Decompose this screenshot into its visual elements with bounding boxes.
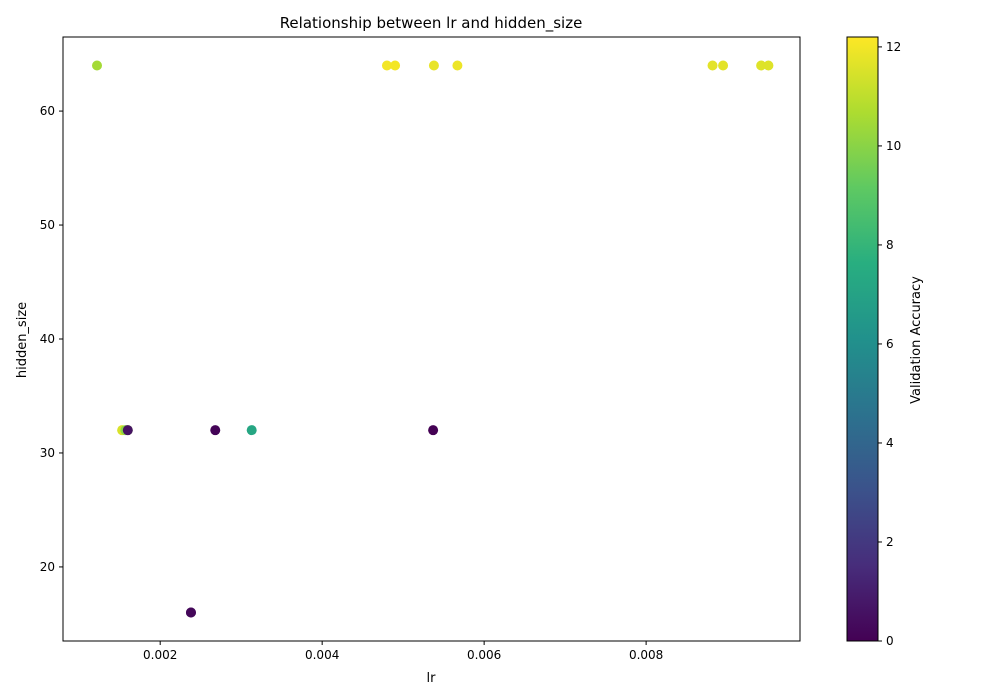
- y-tick-label: 20: [40, 560, 55, 574]
- x-axis: 0.002 0.004 0.006 0.008: [143, 641, 663, 662]
- plot-area: [62, 36, 801, 642]
- scatter-point: [210, 425, 221, 436]
- scatter-point: [756, 60, 767, 71]
- scatter-point: [122, 425, 133, 436]
- scatter-point: [428, 60, 439, 71]
- colorbar: 0 2 4 6 8 10 12 Validation Accuracy: [846, 36, 924, 648]
- colorbar-tick-label: 12: [886, 40, 901, 54]
- y-tick-label: 60: [40, 104, 55, 118]
- scatter-point: [707, 60, 718, 71]
- x-tick-label: 0.006: [467, 648, 501, 662]
- scatter-point: [92, 60, 103, 71]
- y-tick-label: 40: [40, 332, 55, 346]
- scatter-point: [390, 60, 401, 71]
- x-tick-label: 0.004: [305, 648, 339, 662]
- colorbar-tick-label: 2: [886, 535, 894, 549]
- y-tick-label: 50: [40, 218, 55, 232]
- scatter-point: [246, 425, 257, 436]
- colorbar-ticks: 0 2 4 6 8 10 12: [878, 40, 901, 648]
- chart-title: Relationship between lr and hidden_size: [280, 14, 583, 33]
- scatter-point: [185, 607, 196, 618]
- colorbar-label: Validation Accuracy: [909, 276, 924, 404]
- plot-frame: [62, 36, 801, 642]
- y-axis: 20 30 40 50 60: [40, 104, 63, 574]
- scatter-point: [718, 60, 729, 71]
- x-axis-label: lr: [427, 671, 437, 686]
- colorbar-tick-label: 10: [886, 139, 901, 153]
- y-tick-label: 30: [40, 446, 55, 460]
- colorbar-gradient: [846, 36, 879, 642]
- x-tick-label: 0.008: [629, 648, 663, 662]
- scatter-point: [381, 60, 392, 71]
- scatter-point: [763, 60, 774, 71]
- scatter-point: [428, 425, 439, 436]
- x-tick-label: 0.002: [143, 648, 177, 662]
- points-layer: [92, 60, 774, 618]
- colorbar-tick-label: 6: [886, 337, 894, 351]
- colorbar-tick-label: 8: [886, 238, 894, 252]
- scatter-point: [452, 60, 463, 71]
- colorbar-tick-label: 0: [886, 634, 894, 648]
- colorbar-tick-label: 4: [886, 436, 894, 450]
- y-axis-label: hidden_size: [15, 302, 30, 378]
